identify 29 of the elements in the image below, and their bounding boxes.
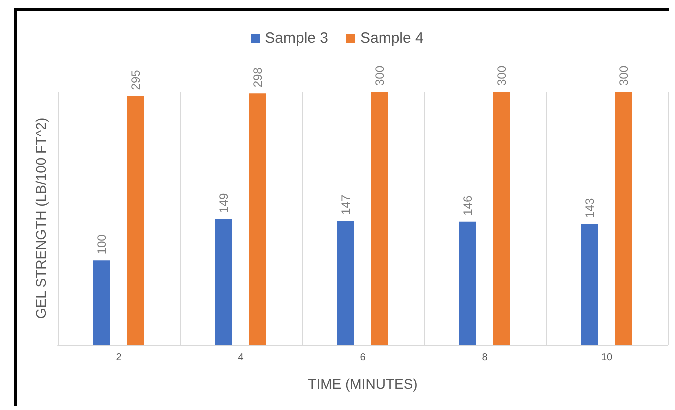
- bar: [250, 94, 266, 345]
- data-label: 147: [339, 194, 353, 216]
- bar: [216, 219, 232, 345]
- data-label: 100: [95, 234, 109, 255]
- data-label: 143: [583, 198, 597, 218]
- data-label: 298: [251, 67, 265, 88]
- data-label: 300: [373, 66, 387, 86]
- x-tick-label: 6: [360, 352, 366, 364]
- legend-label: Sample 4: [360, 30, 424, 47]
- x-tick-label: 10: [601, 352, 613, 364]
- data-label: 146: [461, 196, 475, 216]
- bar: [494, 92, 510, 345]
- x-axis-title: TIME (MINUTES): [308, 376, 418, 392]
- bar: [582, 224, 598, 345]
- bar: [372, 92, 388, 345]
- bar: [128, 96, 144, 345]
- bar: [338, 221, 354, 345]
- legend-label: Sample 3: [265, 30, 329, 47]
- x-tick-label: 8: [482, 352, 488, 364]
- bar: [460, 222, 476, 345]
- data-label: 295: [129, 70, 143, 90]
- data-label: 300: [495, 66, 509, 86]
- data-label: 149: [217, 192, 231, 214]
- x-tick-label: 2: [116, 352, 122, 364]
- x-tick-label: 4: [238, 352, 244, 364]
- data-label: 300: [617, 66, 631, 86]
- bar: [94, 260, 110, 345]
- bar: [616, 92, 632, 345]
- y-axis-title: GEL STRENGTH (LB/100 FT^2): [33, 118, 49, 320]
